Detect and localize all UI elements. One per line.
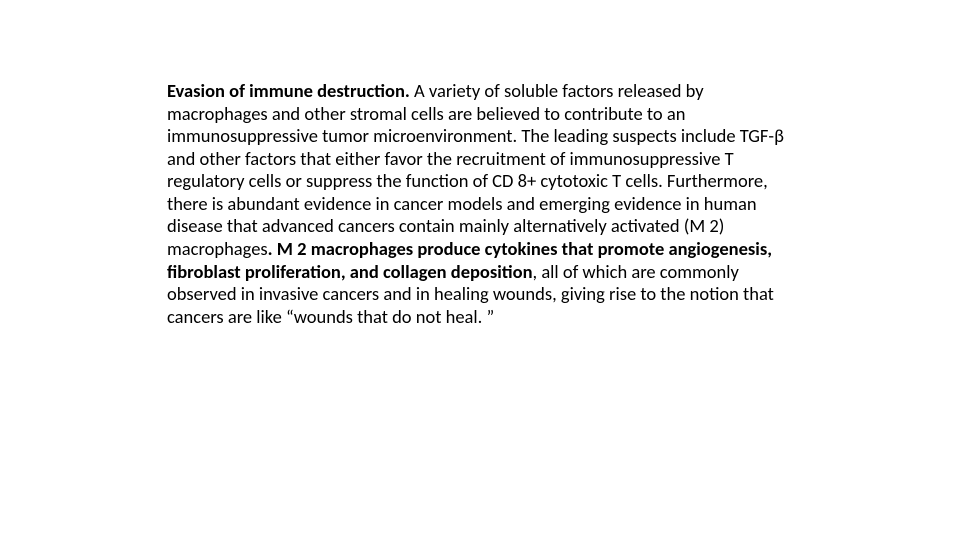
body-text: Evasion of immune destruction. A variety… <box>167 80 787 328</box>
slide: Evasion of immune destruction. A variety… <box>0 0 960 540</box>
body-segment-1: A variety of soluble factors released by… <box>167 79 784 260</box>
heading-bold: Evasion of immune destruction. <box>167 79 414 102</box>
